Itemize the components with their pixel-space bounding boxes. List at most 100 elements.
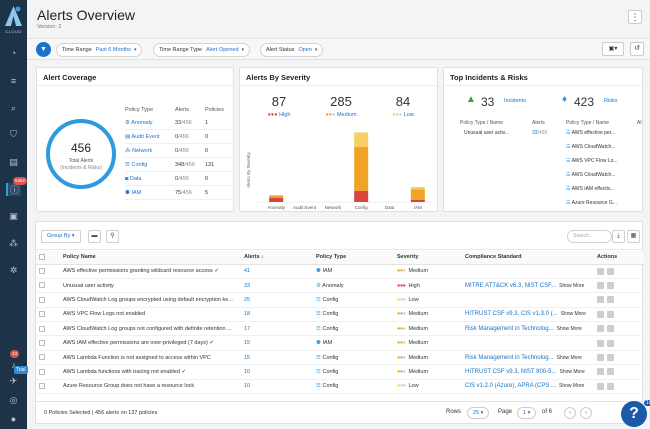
table-row[interactable]: AWS Lambda functions with tracing not en… — [36, 364, 644, 380]
dismiss-icon[interactable] — [597, 267, 604, 275]
table-row[interactable]: AWS CloudWatch Log groups encrypted usin… — [36, 292, 644, 308]
alerts-cell[interactable]: 33 — [241, 278, 313, 294]
policy-name-cell[interactable]: AWS effective permissions granting wildc… — [60, 264, 241, 279]
policy-name-cell[interactable]: AWS CloudWatch Log groups not configured… — [60, 321, 241, 337]
table-row[interactable]: AWS IAM effective permissions are over-p… — [36, 335, 644, 351]
compliance-cell[interactable]: Risk Management in Technolog... Show More — [462, 350, 594, 366]
severity-low-label[interactable]: ●●● Low — [392, 112, 414, 118]
row-checkbox[interactable] — [39, 311, 45, 318]
bulk-action-icon[interactable]: ⚲ — [106, 230, 119, 243]
coverage-row-anomaly[interactable]: ⚙ Anomaly 33/456 1 — [125, 116, 235, 130]
filter-alert-status[interactable]: Alert Status Open ▾ — [260, 43, 324, 57]
investigate-icon[interactable]: ≡ — [10, 75, 17, 86]
top-risk-row[interactable]: ☰ AWS CloudWatch... — [566, 172, 616, 178]
coverage-row-network[interactable]: ⁂ Network 0/456 0 — [125, 144, 235, 158]
alerts-cell[interactable]: 15 — [241, 335, 313, 351]
dismiss-icon[interactable] — [597, 282, 604, 290]
dismiss-icon[interactable] — [597, 368, 604, 376]
filter-time-range[interactable]: Time Range Past 6 Months ▾ — [56, 43, 143, 57]
show-more-link[interactable]: Show More — [556, 325, 582, 332]
prev-page-icon[interactable]: ‹ — [564, 407, 576, 419]
col-compliance[interactable]: Compliance Standard — [462, 251, 594, 265]
row-checkbox[interactable] — [39, 325, 45, 332]
compliance-cell[interactable]: MITRE ATT&CK v6.3, NIST CSF... Show More — [462, 278, 594, 294]
col-policy-name[interactable]: Policy Name — [60, 251, 241, 265]
dismiss-icon[interactable] — [597, 325, 604, 333]
delete-icon[interactable] — [607, 325, 614, 333]
policy-name-cell[interactable]: AWS IAM effective permissions are over-p… — [60, 335, 241, 351]
table-row[interactable]: AWS CloudWatch Log groups not configured… — [36, 321, 644, 337]
row-checkbox[interactable] — [39, 383, 45, 390]
compliance-cell[interactable] — [462, 335, 594, 351]
dismiss-icon[interactable] — [597, 354, 604, 362]
row-checkbox[interactable] — [39, 354, 45, 361]
dashboard-icon[interactable]: ◔ — [10, 47, 17, 58]
alerts-icon[interactable]: ⓘ — [6, 183, 21, 196]
delete-icon[interactable] — [607, 339, 614, 347]
coverage-row-audit[interactable]: ▤ Audit Event 0/456 0 — [125, 130, 235, 144]
coverage-row-config[interactable]: ☰ Config 348/456 131 — [125, 158, 235, 172]
bar-config-medium[interactable] — [354, 147, 369, 191]
policy-name-cell[interactable]: AWS Lambda functions with tracing not en… — [60, 364, 241, 380]
alerts-cell[interactable]: 10 — [241, 364, 313, 380]
select-all-checkbox[interactable] — [39, 254, 45, 261]
bar-anomaly-medium[interactable] — [269, 195, 284, 198]
delete-icon[interactable] — [607, 368, 614, 376]
col-policy-type[interactable]: Policy Type — [313, 251, 394, 265]
alerts-cell[interactable]: 15 — [241, 350, 313, 366]
alerts-cell[interactable]: 25 — [241, 292, 313, 308]
group-by-button[interactable]: Group By ▾ — [41, 230, 81, 243]
bell-icon[interactable]: ♪ — [11, 359, 16, 370]
table-row[interactable]: AWS VPC Flow Logs not enabled 18 ☰ Config ●… — [36, 307, 644, 323]
dismiss-icon[interactable] — [597, 296, 604, 304]
show-more-link[interactable]: Show More — [556, 354, 582, 361]
reset-icon[interactable]: ↺ — [630, 42, 644, 56]
policy-name-cell[interactable]: Azure Resource Group does not have a res… — [60, 379, 241, 395]
table-row[interactable]: AWS effective permissions granting wildc… — [36, 264, 644, 279]
compliance-cell[interactable] — [462, 292, 594, 308]
top-risk-row[interactable]: ☰ Azure Resource G... — [566, 200, 617, 206]
alerts-cell[interactable]: 41 — [241, 264, 313, 279]
network-icon[interactable]: ⁂ — [9, 238, 18, 248]
bar-iam-medium[interactable] — [410, 189, 425, 200]
severity-medium-label[interactable]: ●●● Medium — [325, 112, 357, 118]
delete-icon[interactable] — [607, 310, 614, 318]
alerts-cell[interactable]: 10 — [241, 379, 313, 395]
filter-time-range-type[interactable]: Time Range Type Alert Opened ▾ — [153, 43, 251, 57]
show-more-link[interactable]: Show More — [559, 383, 585, 390]
delete-icon[interactable] — [607, 382, 614, 390]
table-row[interactable]: Azure Resource Group does not have a res… — [36, 379, 644, 395]
columns-icon[interactable]: ▦ — [627, 230, 640, 243]
table-row[interactable]: Unusual user activity 33 ⚙ Anomaly ●●● High M… — [36, 278, 644, 294]
delete-icon[interactable] — [607, 267, 614, 275]
inventory-icon[interactable]: ▣ — [9, 211, 18, 221]
row-checkbox[interactable] — [39, 267, 45, 274]
more-options-icon[interactable]: ⋮ — [628, 10, 642, 24]
coverage-row-data[interactable]: ◙ Data 0/456 0 — [125, 172, 235, 186]
filter-icon[interactable]: ▼ — [36, 42, 51, 57]
alerts-cell[interactable]: 17 — [241, 321, 313, 337]
row-checkbox[interactable] — [39, 282, 45, 289]
severity-high-label[interactable]: ●●● High — [267, 112, 291, 118]
download-icon[interactable]: ⤓ — [612, 230, 625, 243]
policy-name-cell[interactable]: AWS VPC Flow Logs not enabled — [60, 307, 241, 323]
incidents-label[interactable]: Incidents — [504, 98, 527, 104]
list-view-icon[interactable]: ▬ — [88, 230, 101, 243]
row-checkbox[interactable] — [39, 368, 45, 375]
launch-icon[interactable]: ✈ — [9, 376, 18, 386]
policy-name-cell[interactable]: Unusual user activity — [60, 278, 241, 294]
compliance-icon[interactable]: ▤ — [9, 157, 18, 167]
search-icon[interactable]: ⌕ — [10, 103, 17, 113]
coverage-row-iam[interactable]: ⚉ IAM 75/456 5 — [125, 186, 235, 200]
compliance-cell[interactable]: HITRUST CSF v9.3, NIST 800-5... Show More — [462, 364, 594, 380]
col-severity[interactable]: Severity — [394, 251, 462, 265]
compliance-cell[interactable]: HITRUST CSF v9.3, CIS v1.3.0 (... Show Mo… — [462, 307, 594, 323]
help-circle-icon[interactable]: ◎ — [9, 395, 18, 405]
bar-iam-low[interactable] — [410, 187, 425, 190]
bar-anomaly-high[interactable] — [269, 198, 284, 202]
compliance-cell[interactable] — [462, 264, 594, 279]
help-button[interactable]: ? — [621, 401, 647, 427]
rows-per-page-select[interactable]: 25 ▾ — [467, 407, 490, 419]
compliance-cell[interactable]: Risk Management in Technolog... Show More — [462, 321, 594, 337]
top-risk-row[interactable]: ☰ AWS IAM effectiv... — [566, 186, 615, 192]
